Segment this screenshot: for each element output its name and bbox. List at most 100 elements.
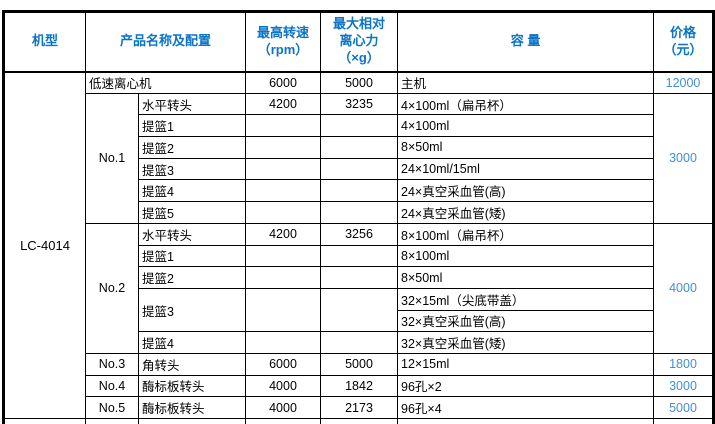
model-cell-empty xyxy=(3,418,86,424)
capacity-cell: 96孔×2 xyxy=(397,374,655,398)
product-name-cell: 提篮4 xyxy=(137,331,247,354)
product-name-cell: 水平转头 xyxy=(137,222,247,246)
group-no-cell: No.1 xyxy=(85,92,139,224)
force-cell: 5000 xyxy=(320,352,399,376)
force-cell-empty xyxy=(320,266,399,289)
table-row-g2-rotor: No.2 水平转头 4200 3256 8×100ml（扁吊杯） 4000 xyxy=(4,222,715,354)
price-cell: 4000 xyxy=(653,222,715,354)
capacity-cell: 12×15ml xyxy=(397,352,655,376)
force-cell-empty xyxy=(320,244,399,268)
force-cell: 3235 xyxy=(320,92,399,116)
table-row-rotor5: No.5 酶标板转头 4000 2173 96孔×4 5000 xyxy=(4,396,715,419)
header-row: 机型 产品名称及配置 最高转速 （rpm） 最大相对 离心力 （×g） 容 量 … xyxy=(3,11,715,73)
group-no-cell-empty xyxy=(85,418,139,424)
product-name-cell: 提篮3 xyxy=(137,287,247,333)
product-name-cell: 酶标板转头 xyxy=(137,396,247,419)
price-cell: 5000 xyxy=(653,396,715,419)
capacity-cell: 8×100ml xyxy=(397,244,655,268)
price-cell: 3000 xyxy=(653,374,715,398)
product-name-cell: 角转头 xyxy=(137,352,247,376)
table-row-g1-basket2: 提篮2 8×50ml xyxy=(4,136,714,159)
speed-cell: 6000 xyxy=(245,352,322,376)
speed-cell-empty xyxy=(245,201,322,224)
product-name-cell: 提篮3 xyxy=(137,157,247,181)
col-header-speed: 最高转速 （rpm） xyxy=(245,11,322,73)
table-row-machine: LC-4014 低速离心机 6000 5000 主机 12000 xyxy=(3,71,715,419)
capacity-cell: 32×真空采血管(高) xyxy=(397,309,655,333)
force-cell-empty xyxy=(320,114,399,138)
centrifuge-spec-price-table: 机型 产品名称及配置 最高转速 （rpm） 最大相对 离心力 （×g） 容 量 … xyxy=(2,10,715,424)
capacity-cell-empty xyxy=(397,418,655,424)
speed-cell-empty xyxy=(245,418,322,424)
force-cell-empty xyxy=(320,287,399,333)
force-cell: 3256 xyxy=(320,222,399,246)
price-cell: 1800 xyxy=(653,352,715,376)
force-cell: 5000 xyxy=(320,71,399,94)
product-name-cell: 提篮4 xyxy=(137,179,247,203)
capacity-cell: 24×真空采血管(高) xyxy=(397,179,655,203)
speed-cell-empty xyxy=(245,287,322,333)
capacity-cell: 8×100ml（扁吊杯） xyxy=(397,222,655,246)
product-name-cell: 酶标板转头 xyxy=(137,374,247,398)
col-header-force: 最大相对 离心力 （×g） xyxy=(320,11,399,73)
force-cell-empty xyxy=(320,136,399,159)
speed-cell: 6000 xyxy=(245,71,322,94)
table-row-partial xyxy=(3,418,715,424)
capacity-cell: 32×真空采血管(矮) xyxy=(397,331,655,354)
table-row-g2-basket1: 提篮1 8×100ml xyxy=(4,244,714,268)
speed-cell: 4200 xyxy=(245,222,322,246)
col-header-capacity: 容 量 xyxy=(397,11,655,73)
speed-cell-empty xyxy=(245,157,322,181)
group-no-cell: No.2 xyxy=(85,222,139,354)
capacity-cell: 32×15ml（尖底带盖） xyxy=(397,287,655,311)
model-cell: LC-4014 xyxy=(3,71,86,419)
capacity-cell: 8×50ml xyxy=(397,136,655,159)
product-name-cell-empty xyxy=(137,418,247,424)
price-cell: 3000 xyxy=(653,92,715,224)
table-row-g2-basket4: 提篮4 32×真空采血管(矮) xyxy=(4,331,714,354)
speed-cell-empty xyxy=(245,136,322,159)
force-cell: 2173 xyxy=(320,396,399,419)
product-name-cell: 提篮1 xyxy=(137,114,247,138)
product-name-cell: 低速离心机 xyxy=(84,71,247,94)
table-row-g2-basket3b: 32×真空采血管(高) xyxy=(4,309,714,333)
force-cell-empty xyxy=(320,201,399,224)
group-no-cell: No.4 xyxy=(85,374,139,398)
speed-cell: 4200 xyxy=(245,92,322,116)
force-cell: 1842 xyxy=(320,374,399,398)
group-no-cell: No.5 xyxy=(85,396,139,419)
table-row-g2-basket3a: 提篮3 32×15ml（尖底带盖） xyxy=(4,287,714,333)
price-cell: 12000 xyxy=(653,71,715,94)
capacity-cell: 96孔×4 xyxy=(397,396,655,419)
table-row-rotor4: No.4 酶标板转头 4000 1842 96孔×2 3000 xyxy=(4,374,715,398)
capacity-cell: 4×100ml（扁吊杯） xyxy=(397,92,655,116)
capacity-cell: 主机 xyxy=(397,71,655,94)
capacity-cell: 24×10ml/15ml xyxy=(397,157,655,181)
table-row-g1-basket3: 提篮3 24×10ml/15ml xyxy=(4,157,714,181)
force-cell-empty xyxy=(320,157,399,181)
group-no-cell: No.3 xyxy=(85,352,139,376)
speed-cell-empty xyxy=(245,331,322,354)
speed-cell: 4000 xyxy=(245,396,322,419)
col-header-model: 机型 xyxy=(3,11,86,73)
table-row-rotor3: No.3 角转头 6000 5000 12×15ml 1800 xyxy=(4,352,715,376)
table-row-g1-basket4: 提篮4 24×真空采血管(高) xyxy=(4,179,714,203)
col-header-product: 产品名称及配置 xyxy=(84,11,247,73)
table-row-g1-basket5: 提篮5 24×真空采血管(矮) xyxy=(4,201,714,224)
product-name-cell: 水平转头 xyxy=(137,92,247,116)
force-cell-empty xyxy=(320,331,399,354)
speed-cell-empty xyxy=(245,266,322,289)
product-name-cell: 提篮1 xyxy=(137,244,247,268)
force-cell-empty xyxy=(320,179,399,203)
table-row-g1-rotor: No.1 水平转头 4200 3235 4×100ml（扁吊杯） 3000 xyxy=(4,92,715,224)
product-name-cell: 提篮2 xyxy=(137,136,247,159)
table-row-g1-basket1: 提篮1 4×100ml xyxy=(4,114,714,138)
product-name-cell: 提篮5 xyxy=(137,201,247,224)
force-cell-empty xyxy=(320,418,399,424)
speed-cell-empty xyxy=(245,244,322,268)
price-cell-empty xyxy=(653,418,715,424)
col-header-price: 价格 （元） xyxy=(653,11,715,73)
speed-cell-empty xyxy=(245,114,322,138)
speed-cell: 4000 xyxy=(245,374,322,398)
